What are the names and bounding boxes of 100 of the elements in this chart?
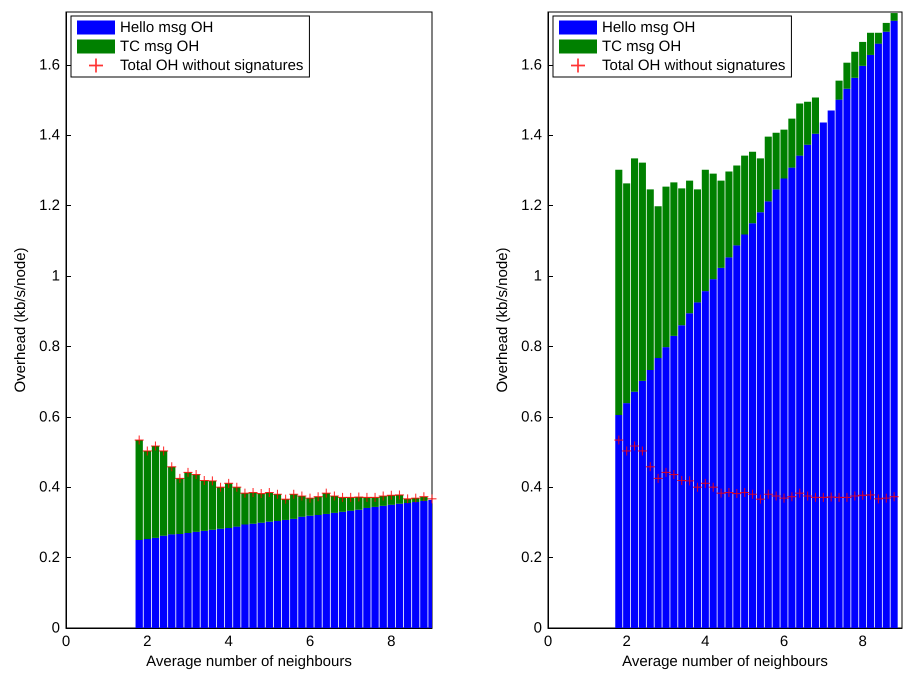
- point: [314, 492, 323, 502]
- point: [874, 494, 883, 504]
- point: [354, 492, 364, 502]
- y-tick-label: 0.2: [521, 549, 542, 566]
- y-tick-label: 1.2: [521, 197, 542, 214]
- point: [330, 492, 339, 500]
- y-tick-label: 1.4: [39, 126, 60, 144]
- point: [224, 478, 234, 488]
- point: [803, 492, 812, 500]
- y-tick-label: 1: [534, 268, 542, 284]
- legend-label: Hello msg OH: [120, 19, 214, 36]
- point: [646, 462, 655, 472]
- x-tick-label: 4: [701, 633, 710, 650]
- x-tick-label: 2: [143, 633, 152, 650]
- point: [216, 482, 226, 492]
- point: [630, 442, 640, 451]
- point: [638, 446, 647, 456]
- x-tick-label: 2: [622, 633, 631, 650]
- point: [184, 468, 192, 477]
- point: [882, 494, 891, 503]
- point: [394, 490, 404, 500]
- point: [716, 488, 726, 498]
- y-tick-label: 0.4: [39, 478, 60, 496]
- point: [159, 446, 168, 456]
- y-axis-title: Overhead (kb/s/node): [494, 247, 511, 393]
- y-tick-label: 1: [52, 268, 60, 284]
- point: [419, 492, 428, 502]
- x-tick-label: 8: [387, 633, 396, 650]
- point: [306, 494, 314, 503]
- y-tick-label: 0.8: [39, 338, 60, 355]
- point: [654, 474, 663, 483]
- y-tick-label: 0.2: [39, 549, 60, 566]
- point: [175, 474, 184, 483]
- point: [780, 494, 788, 503]
- point: [685, 476, 694, 486]
- legend-label: Total OH without signatures: [602, 57, 786, 74]
- y-tick-label: 1.6: [521, 56, 542, 74]
- point: [240, 488, 250, 498]
- point: [890, 492, 899, 502]
- point: [232, 482, 242, 492]
- point: [142, 446, 152, 456]
- y-tick-label: 0.6: [521, 408, 542, 426]
- point: [732, 489, 742, 498]
- y-tick-label: 0: [534, 620, 542, 636]
- point: [669, 470, 678, 480]
- y-tick-label: 0.6: [39, 408, 60, 426]
- point: [764, 490, 773, 499]
- y-tick-label: 1.6: [39, 56, 60, 74]
- point: [787, 492, 796, 502]
- y-tick-label: 1.4: [521, 126, 542, 144]
- point: [692, 482, 702, 492]
- point: [748, 490, 758, 499]
- x-axis-title: Average number of neighbours: [622, 652, 828, 670]
- y-tick-label: 0.4: [521, 478, 542, 496]
- x-tick-label: 6: [780, 633, 788, 650]
- bar: [882, 22, 890, 32]
- point: [208, 476, 217, 486]
- point: [322, 488, 331, 498]
- x-tick-label: 4: [224, 633, 233, 650]
- point: [281, 494, 290, 504]
- point: [386, 490, 396, 500]
- x-tick-label: 8: [858, 633, 867, 650]
- point: [662, 468, 670, 477]
- x-tick-label: 6: [306, 633, 314, 650]
- y-tick-label: 1.2: [39, 197, 60, 214]
- point: [248, 488, 258, 497]
- point: [700, 478, 710, 488]
- point: [795, 488, 804, 498]
- point: [297, 492, 306, 500]
- point: [677, 476, 686, 486]
- point: [200, 476, 209, 486]
- point: [272, 490, 282, 499]
- point: [256, 489, 266, 498]
- point: [740, 488, 750, 497]
- point: [264, 488, 274, 497]
- point: [858, 490, 868, 500]
- point: [614, 436, 624, 445]
- point: [866, 490, 876, 500]
- legend-label: Hello msg OH: [602, 19, 696, 36]
- y-axis-title: Overhead (kb/s/node): [12, 247, 29, 393]
- legend-label: TC msg OH: [602, 38, 682, 55]
- point: [842, 492, 852, 502]
- x-axis-title: Average number of neighbours: [146, 652, 352, 670]
- point: [708, 482, 718, 492]
- point: [167, 462, 176, 472]
- point: [378, 492, 388, 500]
- point: [150, 442, 160, 451]
- point: [756, 494, 765, 504]
- bar: [890, 13, 898, 21]
- legend-label: TC msg OH: [120, 38, 200, 55]
- point: [826, 492, 836, 502]
- point: [192, 470, 201, 480]
- point: [411, 494, 420, 503]
- legend-label: Total OH without signatures: [120, 57, 304, 74]
- point: [370, 492, 380, 502]
- point: [622, 446, 632, 456]
- point: [403, 494, 412, 504]
- point: [289, 490, 298, 499]
- point: [346, 492, 356, 502]
- y-tick-label: 0.8: [521, 338, 542, 355]
